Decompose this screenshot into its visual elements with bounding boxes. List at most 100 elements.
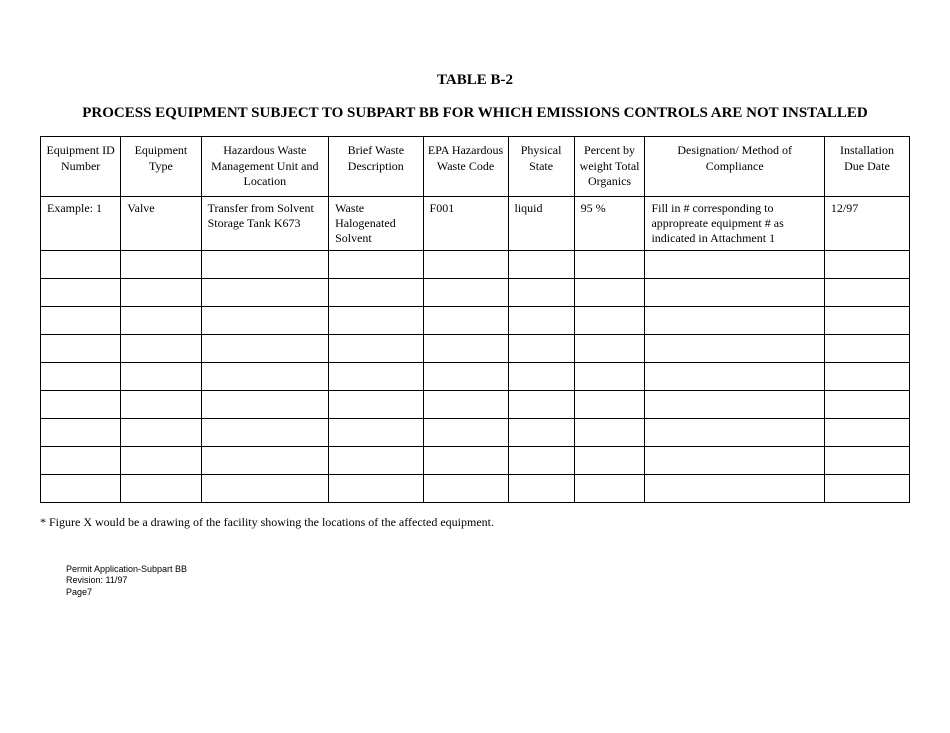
empty-cell	[508, 334, 574, 362]
empty-cell	[41, 250, 121, 278]
empty-cell	[508, 446, 574, 474]
empty-row	[41, 306, 910, 334]
empty-row	[41, 474, 910, 502]
empty-cell	[423, 390, 508, 418]
col-header-epa: EPA Hazardous Waste Code	[423, 137, 508, 197]
empty-cell	[574, 362, 645, 390]
empty-cell	[508, 306, 574, 334]
empty-cell	[121, 334, 201, 362]
empty-cell	[329, 390, 423, 418]
empty-cell	[423, 278, 508, 306]
empty-cell	[645, 362, 824, 390]
cell-pct: 95 %	[574, 196, 645, 250]
empty-cell	[41, 278, 121, 306]
empty-cell	[121, 278, 201, 306]
empty-cell	[423, 250, 508, 278]
col-header-pct: Percent by weight Total Organics	[574, 137, 645, 197]
empty-cell	[329, 278, 423, 306]
empty-cell	[824, 446, 909, 474]
empty-cell	[121, 418, 201, 446]
empty-cell	[423, 334, 508, 362]
empty-cell	[824, 278, 909, 306]
empty-cell	[645, 418, 824, 446]
empty-row	[41, 278, 910, 306]
cell-desc: Waste Halogenated Solvent	[329, 196, 423, 250]
empty-cell	[824, 418, 909, 446]
empty-cell	[574, 418, 645, 446]
header-row: Equipment ID Number Equipment Type Hazar…	[41, 137, 910, 197]
empty-cell	[423, 474, 508, 502]
empty-row	[41, 250, 910, 278]
empty-cell	[329, 250, 423, 278]
empty-cell	[508, 250, 574, 278]
empty-cell	[645, 278, 824, 306]
cell-epa: F001	[423, 196, 508, 250]
example-row: Example: 1 Valve Transfer from Solvent S…	[41, 196, 910, 250]
empty-cell	[201, 250, 329, 278]
empty-cell	[574, 446, 645, 474]
empty-cell	[574, 306, 645, 334]
footer-block: Permit Application-Subpart BB Revision: …	[66, 564, 910, 599]
empty-cell	[41, 446, 121, 474]
empty-cell	[121, 390, 201, 418]
subtitle: PROCESS EQUIPMENT SUBJECT TO SUBPART BB …	[40, 105, 910, 122]
empty-cell	[41, 474, 121, 502]
empty-cell	[423, 306, 508, 334]
empty-cell	[41, 362, 121, 390]
empty-cell	[121, 446, 201, 474]
empty-cell	[201, 306, 329, 334]
empty-cell	[329, 446, 423, 474]
empty-cell	[121, 306, 201, 334]
empty-row	[41, 334, 910, 362]
empty-cell	[201, 334, 329, 362]
footer-line-1: Permit Application-Subpart BB	[66, 564, 910, 576]
empty-cell	[574, 334, 645, 362]
empty-cell	[121, 474, 201, 502]
empty-cell	[824, 390, 909, 418]
empty-cell	[329, 474, 423, 502]
empty-cell	[508, 390, 574, 418]
col-header-desc: Brief Waste Description	[329, 137, 423, 197]
empty-cell	[423, 418, 508, 446]
equipment-table: Equipment ID Number Equipment Type Hazar…	[40, 136, 910, 503]
empty-cell	[574, 278, 645, 306]
empty-row	[41, 418, 910, 446]
empty-cell	[824, 306, 909, 334]
col-header-type: Equipment Type	[121, 137, 201, 197]
empty-cell	[329, 306, 423, 334]
empty-cell	[201, 390, 329, 418]
empty-cell	[645, 390, 824, 418]
empty-cell	[41, 334, 121, 362]
empty-cell	[508, 278, 574, 306]
empty-row	[41, 362, 910, 390]
empty-cell	[41, 390, 121, 418]
empty-cell	[574, 474, 645, 502]
empty-cell	[201, 418, 329, 446]
empty-cell	[329, 334, 423, 362]
empty-cell	[201, 446, 329, 474]
empty-cell	[824, 250, 909, 278]
empty-cell	[645, 446, 824, 474]
empty-cell	[824, 362, 909, 390]
col-header-dmc: Designation/ Method of Compliance	[645, 137, 824, 197]
empty-cell	[574, 250, 645, 278]
empty-cell	[201, 362, 329, 390]
empty-cell	[41, 306, 121, 334]
cell-phys: liquid	[508, 196, 574, 250]
empty-cell	[824, 334, 909, 362]
empty-cell	[423, 446, 508, 474]
cell-dmc: Fill in # corresponding to appropreate e…	[645, 196, 824, 250]
empty-cell	[121, 250, 201, 278]
empty-row	[41, 446, 910, 474]
table-body: Example: 1 Valve Transfer from Solvent S…	[41, 196, 910, 502]
empty-cell	[645, 474, 824, 502]
cell-id: Example: 1	[41, 196, 121, 250]
footnote: * Figure X would be a drawing of the fac…	[40, 515, 910, 530]
empty-cell	[121, 362, 201, 390]
col-header-phys: Physical State	[508, 137, 574, 197]
empty-cell	[645, 334, 824, 362]
empty-cell	[508, 474, 574, 502]
empty-cell	[423, 362, 508, 390]
cell-due: 12/97	[824, 196, 909, 250]
empty-cell	[201, 474, 329, 502]
